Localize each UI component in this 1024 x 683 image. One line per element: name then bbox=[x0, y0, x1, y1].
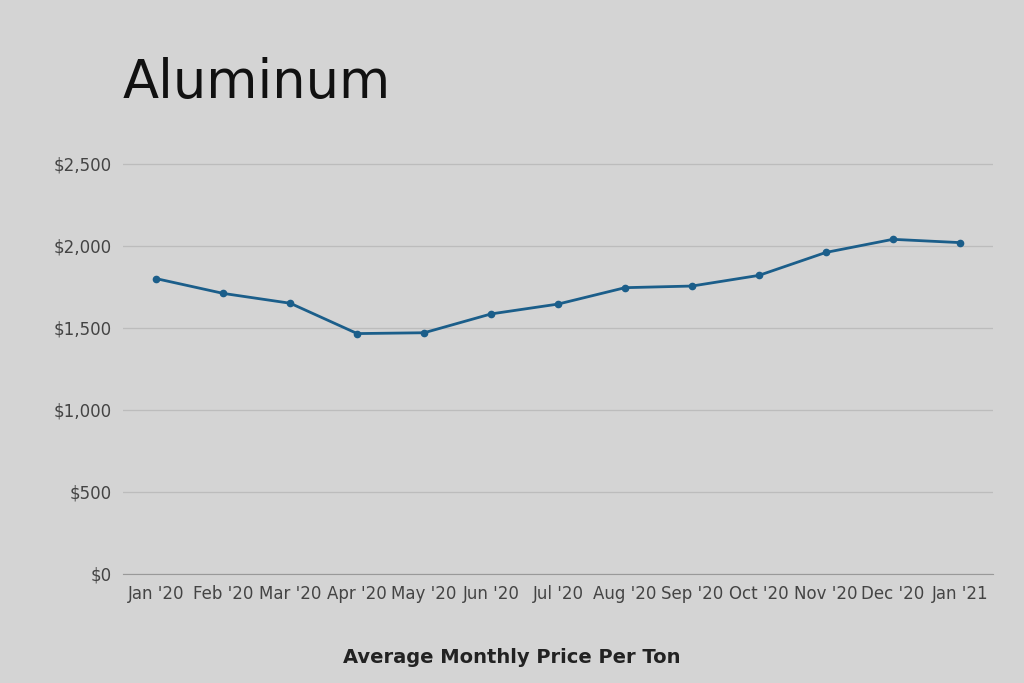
Text: Average Monthly Price Per Ton: Average Monthly Price Per Ton bbox=[343, 647, 681, 667]
Text: Aluminum: Aluminum bbox=[123, 57, 391, 109]
